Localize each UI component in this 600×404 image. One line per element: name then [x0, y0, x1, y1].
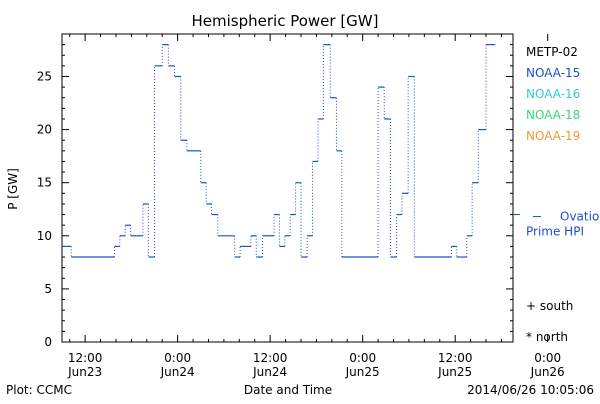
y-tick-label: 5 — [44, 282, 52, 296]
legend: METP-02 NOAA-15 NOAA-16 NOAA-18 NOAA-19 — [526, 45, 580, 143]
x-axis: 12:00Jun230:00Jun2412:00Jun240:00Jun2512… — [67, 34, 565, 379]
y-tick-label: 10 — [37, 229, 52, 243]
x-tick-time-label: 0:00 — [164, 351, 191, 365]
x-tick-date-label: Jun23 — [67, 365, 102, 379]
series-noaa-15 — [62, 44, 496, 258]
reference-label-line1: Ovation — [560, 210, 600, 224]
marker-legend: + south * north — [526, 299, 573, 344]
timestamp: 2014/06/26 10:05:06 — [467, 383, 594, 397]
plot-frame — [61, 33, 514, 343]
x-tick-time-label: 12:00 — [68, 351, 103, 365]
y-axis-label: P [GW] — [6, 168, 20, 210]
plot-credit: Plot: CCMC — [6, 383, 72, 397]
marker-legend-north: * north — [526, 330, 568, 344]
marker-legend-south: + south — [526, 299, 573, 313]
x-tick-date-label: Jun24 — [160, 365, 195, 379]
chart-title: Hemispheric Power [GW] — [192, 12, 379, 30]
x-tick-time-label: 12:00 — [438, 351, 473, 365]
y-tick-label: 20 — [37, 123, 52, 137]
x-tick-date-label: Jun24 — [252, 365, 287, 379]
x-tick-time-label: 12:00 — [253, 351, 288, 365]
ovation-prime-hpi-label: OvationPrime HPI — [513, 210, 600, 239]
x-tick-date-label: Jun25 — [345, 365, 380, 379]
y-tick-label: 25 — [37, 69, 52, 83]
legend-entry: NOAA-15 — [526, 66, 580, 80]
legend-entry: NOAA-19 — [526, 129, 580, 143]
legend-entry: NOAA-16 — [526, 87, 580, 101]
x-tick-date-label: Jun25 — [437, 365, 472, 379]
x-tick-time-label: 0:00 — [349, 351, 376, 365]
x-axis-label: Date and Time — [244, 383, 332, 397]
x-tick-time-label: 0:00 — [534, 351, 561, 365]
y-tick-label: 15 — [37, 176, 52, 190]
series-layer — [62, 44, 496, 258]
y-axis: 0 5 10 15 20 25 — [37, 33, 513, 349]
legend-entry: NOAA-18 — [526, 108, 580, 122]
reference-label-line2: Prime HPI — [526, 225, 584, 239]
y-tick-label: 0 — [44, 335, 52, 349]
x-tick-date-label: Jun26 — [530, 365, 565, 379]
legend-entry: METP-02 — [526, 45, 578, 59]
